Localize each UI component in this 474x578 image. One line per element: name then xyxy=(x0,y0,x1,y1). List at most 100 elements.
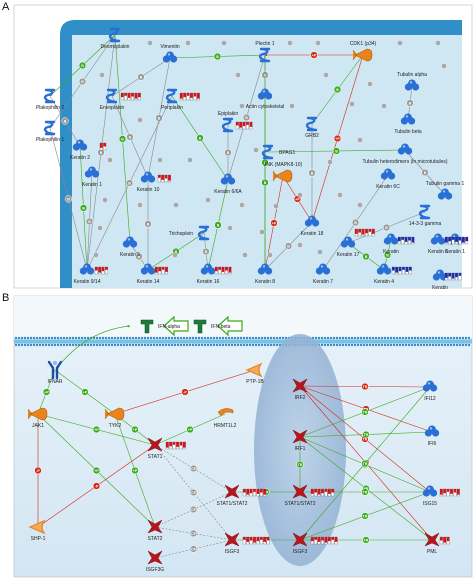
effect-badge-glyph: B xyxy=(385,226,388,230)
lipid-head xyxy=(230,343,234,347)
expression-bar xyxy=(95,267,98,271)
expression-bar xyxy=(440,489,443,495)
effect-badge xyxy=(242,113,251,122)
expression-bar xyxy=(155,267,158,273)
lipid-head xyxy=(353,336,357,340)
lipid-head xyxy=(176,336,180,340)
binding-badge xyxy=(381,103,387,109)
lipid-head xyxy=(458,343,462,347)
node-bpag1: BPAG1 xyxy=(261,144,296,160)
effect-badge-glyph: B xyxy=(217,223,220,227)
effect-badge-glyph: B xyxy=(424,171,427,175)
lipid-head xyxy=(83,343,87,347)
lipid-head xyxy=(380,336,384,340)
expression-bar xyxy=(443,537,446,543)
lipid-head xyxy=(59,343,63,347)
effect-badge-glyph: B xyxy=(67,197,70,201)
lipid-head xyxy=(341,343,345,347)
lipid-head xyxy=(164,343,168,347)
lipid-head xyxy=(323,336,327,340)
expression-bar xyxy=(242,122,246,127)
effect-badge xyxy=(92,425,101,434)
lipid-head xyxy=(446,343,450,347)
lipid-head xyxy=(197,336,201,340)
lipid-head xyxy=(317,336,321,340)
expression-bar xyxy=(218,267,221,270)
expression-bar xyxy=(446,537,450,542)
binding-badge xyxy=(323,72,329,78)
svg-text:ISG15: ISG15 xyxy=(423,501,437,507)
lipid-head xyxy=(260,343,264,347)
lipid-head xyxy=(416,343,420,347)
lipid-head xyxy=(143,343,147,347)
lipid-head xyxy=(113,336,117,340)
lipid-head xyxy=(23,343,27,347)
effect-badge xyxy=(131,466,139,475)
node-ifi6: IFI6 xyxy=(424,425,440,447)
expression-bar xyxy=(311,537,314,542)
effect-badge-glyph: B xyxy=(264,181,267,185)
lipid-head xyxy=(29,336,33,340)
lipid-head xyxy=(260,336,264,340)
lipid-head xyxy=(38,343,42,347)
effect-badge xyxy=(118,135,127,143)
svg-text:ISGF3: ISGF3 xyxy=(293,549,308,555)
svg-text:Keratin 8: Keratin 8 xyxy=(255,279,275,285)
lipid-head xyxy=(125,336,129,340)
expression-bar xyxy=(324,537,328,543)
node-envoplakin: Envoplakin xyxy=(100,88,124,111)
lipid-head xyxy=(329,336,333,340)
lipid-head xyxy=(182,343,186,347)
expression-bar xyxy=(445,237,448,243)
lipid-head xyxy=(350,336,354,340)
expression-bar xyxy=(395,267,398,273)
expression-bar xyxy=(453,489,457,493)
lipid-head xyxy=(200,336,204,340)
effect-badge xyxy=(224,148,232,157)
lipid-head xyxy=(437,336,441,340)
svg-text:Epiplakin: Epiplakin xyxy=(218,111,239,117)
lipid-head xyxy=(368,343,372,347)
lipid-head xyxy=(380,343,384,347)
lipid-head xyxy=(188,343,192,347)
lipid-head xyxy=(461,336,465,340)
expression-bar xyxy=(249,537,253,541)
expression-bar xyxy=(256,489,260,494)
lipid-head xyxy=(236,343,240,347)
lipid-head xyxy=(329,343,333,347)
node-jnk: JNK (MAPK8-10) xyxy=(264,162,303,183)
svg-text:STAT2: STAT2 xyxy=(148,536,163,542)
expression-bar xyxy=(465,237,468,242)
lipid-head xyxy=(110,336,114,340)
effect-badge xyxy=(126,133,134,141)
svg-text:IFNAR: IFNAR xyxy=(48,379,63,385)
effect-badge-glyph: B xyxy=(81,80,84,84)
effect-badge-glyph: B xyxy=(64,119,67,123)
lipid-head xyxy=(371,336,375,340)
lipid-head xyxy=(371,343,375,347)
expression-bar xyxy=(243,489,246,493)
lipid-head xyxy=(194,343,198,347)
node-plectin1: Plectin 1 xyxy=(255,41,275,63)
expression-bar xyxy=(138,93,141,98)
expression-bar xyxy=(448,237,451,242)
lipid-head xyxy=(146,343,150,347)
lipid-head xyxy=(122,336,126,340)
binding-badge xyxy=(205,197,211,203)
expression-bar xyxy=(176,442,179,447)
lipid-head xyxy=(446,336,450,340)
binding-badge xyxy=(239,103,245,109)
lipid-head xyxy=(170,343,174,347)
svg-text:Tubulin gamma 1: Tubulin gamma 1 xyxy=(426,181,465,187)
binding-badge xyxy=(137,117,143,123)
lipid-head xyxy=(377,336,381,340)
binding-badge xyxy=(327,159,333,165)
effect-badge xyxy=(332,147,341,155)
lipid-head xyxy=(269,336,273,340)
lipid-head xyxy=(392,343,396,347)
lipid-head xyxy=(17,336,21,340)
lipid-head xyxy=(56,343,60,347)
lipid-head xyxy=(416,336,420,340)
binding-badge xyxy=(273,203,279,209)
lipid-head xyxy=(35,336,39,340)
